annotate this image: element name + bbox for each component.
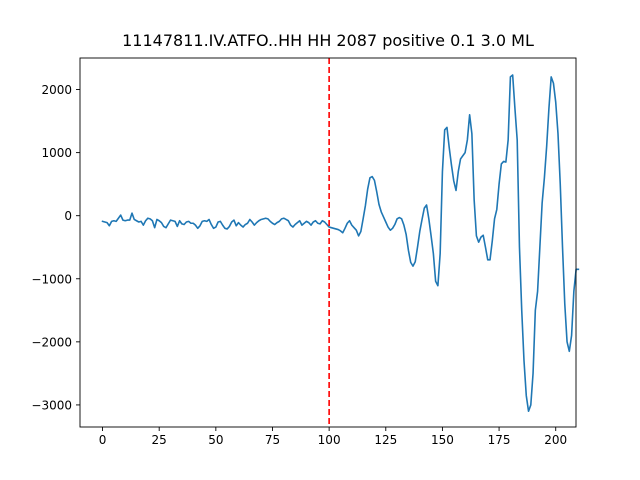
x-tick-label: 50	[208, 433, 223, 447]
x-tick-label: 125	[374, 433, 397, 447]
series-layer	[101, 74, 580, 413]
y-tick-label: 1000	[41, 146, 72, 160]
x-tick-label: 0	[99, 433, 107, 447]
axes-frame	[79, 57, 577, 428]
y-tick-label: 0	[64, 209, 72, 223]
series-line-0	[101, 74, 580, 413]
chart-title: 11147811.IV.ATFO..HH HH 2087 positive 0.…	[122, 31, 534, 50]
x-tick-label: 200	[544, 433, 567, 447]
y-tick-label: −3000	[31, 398, 72, 412]
x-tick-label: 175	[488, 433, 511, 447]
y-tick-label: 2000	[41, 83, 72, 97]
axes-layer: 0 25 50 75 100 125 150 175 200 −3000 −2000 −1000 0 10…	[31, 57, 577, 447]
x-tick-label: 100	[318, 433, 341, 447]
x-tick-label: 150	[431, 433, 454, 447]
x-tick-label: 75	[265, 433, 280, 447]
x-tick-label: 25	[152, 433, 167, 447]
y-tick-label: −1000	[31, 272, 72, 286]
y-tick-label: −2000	[31, 335, 72, 349]
